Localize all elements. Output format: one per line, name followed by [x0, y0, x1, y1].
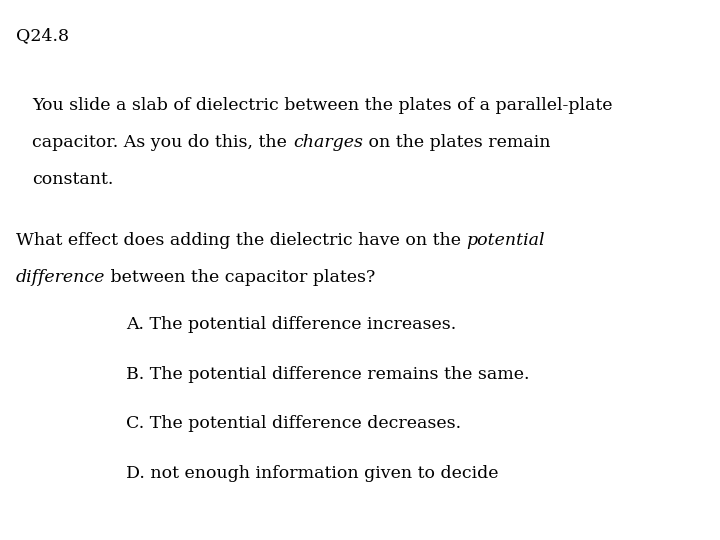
- Text: Q24.8: Q24.8: [16, 27, 69, 44]
- Text: You slide a slab of dielectric between the plates of a parallel-plate: You slide a slab of dielectric between t…: [32, 97, 613, 114]
- Text: B. The potential difference remains the same.: B. The potential difference remains the …: [126, 366, 529, 382]
- Text: D. not enough information given to decide: D. not enough information given to decid…: [126, 465, 498, 482]
- Text: between the capacitor plates?: between the capacitor plates?: [105, 269, 375, 286]
- Text: potential: potential: [467, 232, 545, 249]
- Text: What effect does adding the dielectric have on the: What effect does adding the dielectric h…: [16, 232, 467, 249]
- Text: charges: charges: [293, 134, 363, 151]
- Text: on the plates remain: on the plates remain: [363, 134, 550, 151]
- Text: A. The potential difference increases.: A. The potential difference increases.: [126, 316, 456, 333]
- Text: constant.: constant.: [32, 171, 114, 187]
- Text: capacitor. As you do this, the: capacitor. As you do this, the: [32, 134, 293, 151]
- Text: difference: difference: [16, 269, 105, 286]
- Text: C. The potential difference decreases.: C. The potential difference decreases.: [126, 415, 461, 432]
